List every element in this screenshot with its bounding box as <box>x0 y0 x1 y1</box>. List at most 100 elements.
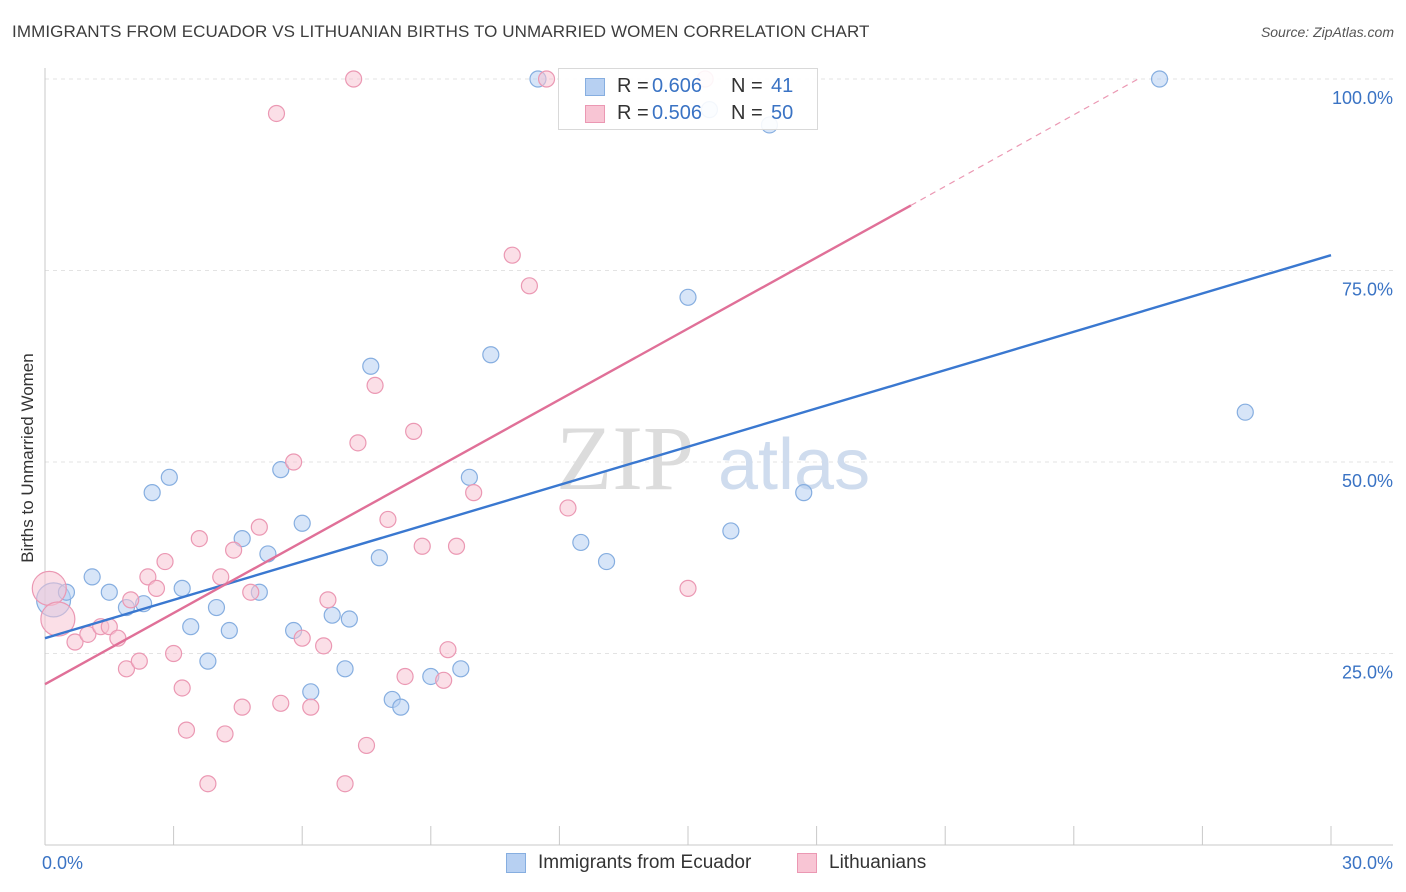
point-lithuanians <box>503 246 521 264</box>
point-lithuanians <box>190 529 208 548</box>
n-value: 41 <box>771 75 794 97</box>
point-ecuador <box>795 484 813 502</box>
legend-row-lithuanians: R = 0.506 N = 50 <box>559 102 817 129</box>
n-value: 50 <box>771 102 794 124</box>
point-lithuanians <box>40 601 76 637</box>
watermark-zip: ZIP <box>556 407 694 509</box>
point-lithuanians <box>212 568 230 586</box>
point-lithuanians <box>173 679 191 697</box>
point-ecuador <box>173 579 191 597</box>
point-lithuanians <box>435 671 453 689</box>
y-tick-label: 75.0% <box>1342 280 1393 300</box>
point-lithuanians <box>216 725 234 743</box>
point-lithuanians <box>272 694 290 712</box>
point-lithuanians <box>233 698 251 716</box>
point-ecuador <box>722 522 740 540</box>
point-lithuanians <box>537 70 556 88</box>
point-lithuanians <box>366 376 384 394</box>
legend-swatch-ecuador <box>506 853 526 873</box>
point-lithuanians <box>405 422 423 440</box>
point-lithuanians <box>66 633 84 651</box>
point-lithuanians <box>379 510 397 529</box>
point-lithuanians <box>130 652 148 670</box>
legend-swatch-ecuador <box>585 78 605 96</box>
trend-layer <box>44 78 1332 686</box>
point-ecuador <box>160 468 178 486</box>
n-label: N = <box>731 102 763 124</box>
point-lithuanians <box>139 568 157 586</box>
point-lithuanians <box>439 641 457 659</box>
point-lithuanians <box>267 104 286 123</box>
point-lithuanians <box>31 570 67 606</box>
point-ecuador <box>597 552 616 571</box>
point-ecuador <box>370 549 388 567</box>
legend-label-lithuanians: Lithuanians <box>829 852 927 873</box>
y-tick-label: 100.0% <box>1332 88 1393 108</box>
point-lithuanians <box>447 537 466 555</box>
y-tick-label: 50.0% <box>1342 471 1393 491</box>
point-lithuanians <box>165 644 183 663</box>
point-lithuanians <box>315 637 333 655</box>
point-ecuador <box>1236 403 1254 421</box>
legend-row-ecuador: R = 0.606 N = 41 <box>559 75 817 102</box>
point-ecuador <box>460 468 478 486</box>
point-lithuanians <box>520 277 538 295</box>
point-ecuador <box>100 583 118 601</box>
point-ecuador <box>199 652 217 670</box>
r-value: 0.606 <box>652 75 703 97</box>
x-tick-label-max: 30.0% <box>1342 853 1393 873</box>
point-lithuanians <box>319 591 337 609</box>
trendline-extension-lithuanians <box>910 78 1139 206</box>
point-ecuador <box>392 698 410 716</box>
point-ecuador <box>362 357 380 375</box>
trendline-ecuador <box>44 254 1332 640</box>
point-ecuador <box>259 545 277 563</box>
point-ecuador <box>323 606 341 624</box>
correlation-legend: R = 0.606 N = 41 R = 0.506 N = 50 <box>558 68 818 130</box>
point-ecuador <box>340 610 358 628</box>
y-tick-label: 25.0% <box>1342 663 1393 683</box>
point-lithuanians <box>199 775 217 793</box>
point-lithuanians <box>559 499 577 517</box>
point-lithuanians <box>285 453 303 471</box>
point-ecuador <box>83 568 101 586</box>
point-ecuador <box>272 461 290 479</box>
grid-layer <box>45 78 1393 654</box>
source-label: Source: ZipAtlas.com <box>1260 24 1394 40</box>
point-ecuador <box>452 660 470 678</box>
point-ecuador <box>572 533 590 552</box>
legend-label-ecuador: Immigrants from Ecuador <box>538 852 752 873</box>
point-lithuanians <box>345 70 363 88</box>
point-ecuador <box>207 598 226 617</box>
trendline-lithuanians <box>44 204 912 686</box>
point-lithuanians <box>250 518 268 536</box>
point-lithuanians <box>357 736 376 755</box>
point-lithuanians <box>413 537 431 555</box>
point-lithuanians <box>177 721 196 739</box>
point-lithuanians <box>349 434 367 452</box>
point-lithuanians <box>117 660 136 678</box>
legend-swatch-lithuanians <box>797 853 817 873</box>
point-lithuanians <box>336 775 354 793</box>
r-value: 0.506 <box>652 102 703 124</box>
point-lithuanians <box>302 698 320 716</box>
legend-swatch-lithuanians <box>585 105 605 123</box>
axis-layer: 100.0% 75.0% 50.0% 25.0% 0.0% 30.0% <box>42 68 1393 873</box>
point-lithuanians <box>122 591 140 609</box>
r-label: R = <box>617 75 649 97</box>
point-ecuador <box>482 346 500 364</box>
point-lithuanians <box>679 579 697 597</box>
point-ecuador <box>302 683 320 701</box>
point-lithuanians <box>147 579 166 597</box>
point-lithuanians <box>242 583 260 601</box>
r-label: R = <box>617 102 649 124</box>
point-lithuanians <box>396 667 414 686</box>
point-ecuador <box>336 660 354 678</box>
point-ecuador <box>233 529 251 548</box>
point-ecuador <box>182 618 200 636</box>
point-ecuador <box>220 621 238 640</box>
point-lithuanians <box>156 552 174 571</box>
point-ecuador <box>293 514 311 532</box>
point-lithuanians <box>465 484 483 502</box>
